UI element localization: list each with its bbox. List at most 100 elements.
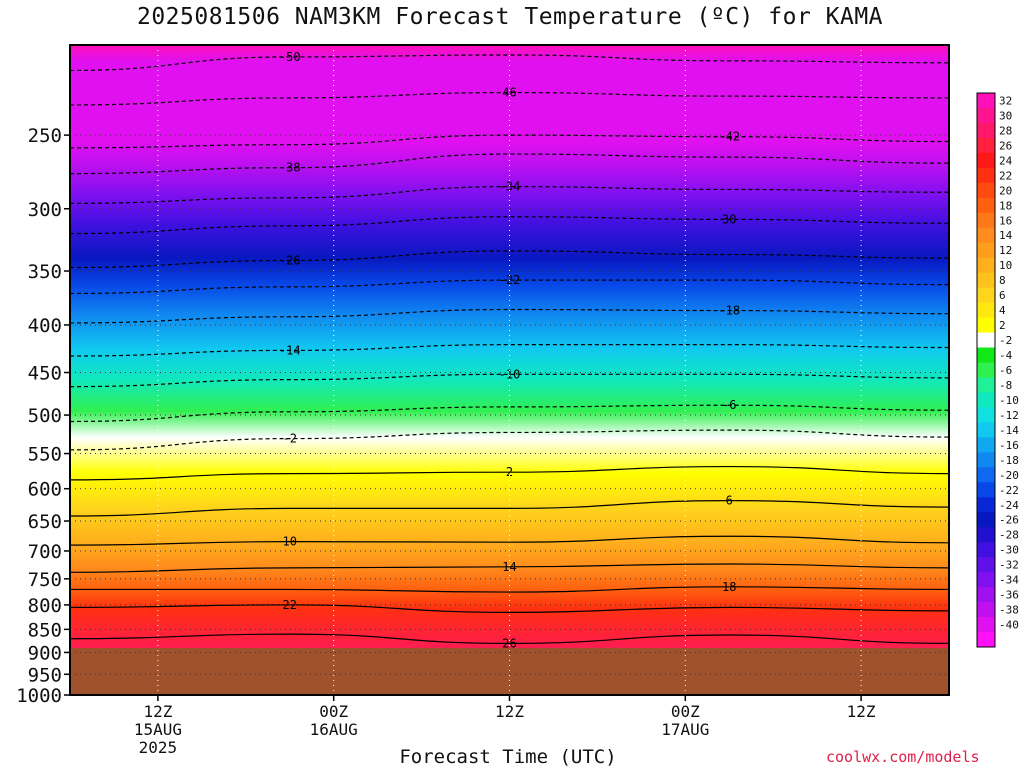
y-axis: 2503003504004505005506006507007508008509… xyxy=(16,125,70,707)
colorbar-label: 14 xyxy=(999,229,1013,242)
colorbar-label: -20 xyxy=(999,469,1019,482)
y-tick-label: 500 xyxy=(28,405,62,427)
plot-frame xyxy=(69,44,950,696)
x-tick-label: 15AUG xyxy=(134,720,182,739)
y-tick-label: 250 xyxy=(28,125,62,147)
colorbar-label: -16 xyxy=(999,439,1019,452)
colorbar-swatch xyxy=(977,122,995,139)
contour-label: -34 xyxy=(499,180,521,194)
contour-label: -18 xyxy=(718,304,740,318)
contour-label: -50 xyxy=(279,50,301,64)
colorbar-label: -32 xyxy=(999,559,1019,572)
colorbar-swatch xyxy=(977,542,995,558)
colorbar-swatch xyxy=(977,422,995,438)
colorbar-swatch xyxy=(977,527,995,543)
contour-label: 18 xyxy=(722,580,736,594)
colorbar-label: 10 xyxy=(999,259,1012,272)
colorbar-swatch xyxy=(977,93,995,109)
contour-line xyxy=(70,586,949,593)
y-tick-label: 750 xyxy=(28,569,62,591)
y-tick-label: 600 xyxy=(28,479,62,501)
y-tick-label: 450 xyxy=(28,363,62,385)
x-tick-label: 2025 xyxy=(139,738,178,757)
contour-line xyxy=(70,604,949,613)
colorbar: 32 30 28 26 24 22 20 18 16 14 12 10 8 6 4 2 -2 -4 -6 -8 -10 -… xyxy=(976,92,1019,648)
y-tick-label: 400 xyxy=(28,315,62,337)
colorbar-label: -30 xyxy=(999,544,1019,557)
contour-line xyxy=(70,153,949,175)
x-tick-label: 12Z xyxy=(495,702,524,721)
colorbar-label: 24 xyxy=(999,154,1013,167)
contour-label: -10 xyxy=(499,367,521,381)
contour-line xyxy=(70,633,949,644)
y-tick-label: 300 xyxy=(28,199,62,221)
colorbar-label: 32 xyxy=(999,94,1012,107)
contour-layer: -5046-42-38-3430-26-22-18-14-10-6-226101… xyxy=(70,50,949,650)
contour-label: -6 xyxy=(722,398,736,412)
y-tick-label: 550 xyxy=(28,444,62,466)
colorbar-label: -8 xyxy=(999,379,1012,392)
colorbar-label: -34 xyxy=(999,574,1019,587)
contour-label: 46 xyxy=(502,86,516,100)
colorbar-swatch xyxy=(977,137,995,154)
contour-label: 26 xyxy=(502,636,516,650)
colorbar-swatch xyxy=(977,392,995,408)
colorbar-label: -26 xyxy=(999,514,1019,527)
y-tick-label: 900 xyxy=(28,642,62,664)
colorbar-swatch xyxy=(977,242,995,259)
colorbar-swatch xyxy=(977,107,995,124)
colorbar-swatch xyxy=(977,317,995,334)
colorbar-swatch xyxy=(977,437,995,453)
colorbar-label: -12 xyxy=(999,409,1019,422)
y-tick-label: 850 xyxy=(28,619,62,641)
contour-label: -42 xyxy=(718,130,740,144)
colorbar-swatch xyxy=(977,212,995,229)
colorbar-swatch xyxy=(977,362,995,378)
contour-line xyxy=(70,429,949,451)
colorbar-label: -28 xyxy=(999,529,1019,542)
colorbar-swatch xyxy=(977,452,995,468)
contour-label: -14 xyxy=(279,343,301,357)
colorbar-label: -14 xyxy=(999,424,1019,437)
colorbar-swatch xyxy=(977,557,995,573)
colorbar-label: 22 xyxy=(999,169,1012,182)
colorbar-label: -10 xyxy=(999,394,1019,407)
colorbar-label: -18 xyxy=(999,454,1019,467)
colorbar-label: -24 xyxy=(999,499,1019,512)
below-ground-area xyxy=(70,647,949,695)
colorbar-swatch xyxy=(977,227,995,244)
colorbar-swatch xyxy=(977,407,995,423)
colorbar-swatch xyxy=(977,287,995,304)
colorbar-label: 26 xyxy=(999,139,1012,152)
y-tick-label: 800 xyxy=(28,595,62,617)
contour-label: 2 xyxy=(506,465,513,479)
contour-line xyxy=(70,563,949,573)
colorbar-label: 20 xyxy=(999,184,1012,197)
colorbar-swatch xyxy=(977,347,995,364)
colorbar-label: -4 xyxy=(999,349,1013,362)
colorbar-label: 8 xyxy=(999,274,1006,287)
colorbar-label: 2 xyxy=(999,319,1006,332)
contour-label: 22 xyxy=(283,598,297,612)
colorbar-label: -6 xyxy=(999,364,1012,377)
contour-line xyxy=(70,465,949,481)
y-tick-label: 350 xyxy=(28,261,62,283)
colorbar-label: 30 xyxy=(999,109,1012,122)
x-tick-label: 00Z xyxy=(671,702,700,721)
contour-label: -38 xyxy=(279,161,301,175)
grid-layer xyxy=(70,45,949,696)
x-tick-label: 16AUG xyxy=(310,720,358,739)
y-tick-label: 1000 xyxy=(16,685,62,707)
colorbar-label: 12 xyxy=(999,244,1012,257)
contour-label: -26 xyxy=(279,253,301,267)
colorbar-label: -36 xyxy=(999,589,1019,602)
colorbar-swatch xyxy=(977,617,995,633)
colorbar-label: -2 xyxy=(999,334,1012,347)
y-tick-label: 650 xyxy=(28,511,62,533)
y-tick-label: 950 xyxy=(28,664,62,686)
colorbar-swatch xyxy=(977,482,995,498)
colorbar-label: 28 xyxy=(999,124,1012,137)
colorbar-swatch xyxy=(977,467,995,483)
contour-label: 10 xyxy=(283,535,297,549)
contour-label: 14 xyxy=(502,560,516,574)
